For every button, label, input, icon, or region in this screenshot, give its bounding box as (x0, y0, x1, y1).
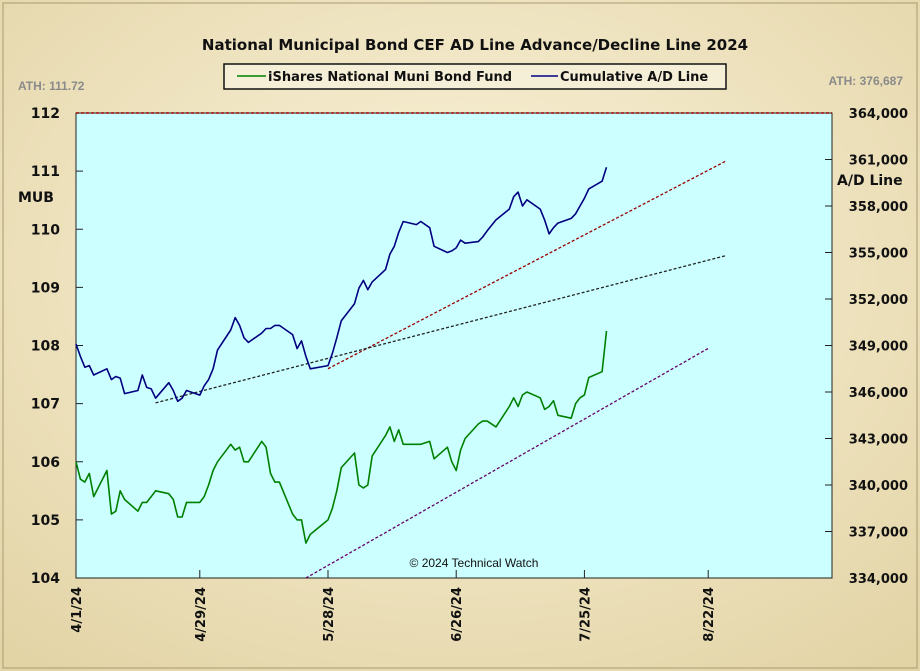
y-left-tick-label: 110 (31, 222, 60, 238)
y-axis-label-left: MUB (18, 190, 54, 206)
trendline-2 (305, 347, 709, 579)
series-line-mub (75, 330, 608, 544)
chart-title: National Municipal Bond CEF AD Line Adva… (202, 36, 748, 54)
x-tick-label: 8/22/24 (702, 587, 717, 642)
series-lines (75, 167, 608, 544)
y-right-tick-label: 355,000 (849, 247, 908, 262)
x-tick-label: 6/26/24 (450, 587, 465, 642)
ath-left-label: ATH: 111.72 (18, 79, 85, 93)
legend-label-mub: iShares National Muni Bond Fund (268, 70, 512, 85)
y-right-tick-label: 334,000 (849, 572, 908, 587)
y-axis-right: 364,000 361,000 358,000 355,000 352,000 349,0… (825, 107, 908, 587)
y-axis-left: 112 111 110 109 108 107 106 105 104 (31, 106, 83, 587)
y-left-tick-label: 105 (31, 513, 60, 529)
y-right-tick-label: 349,000 (849, 340, 908, 355)
y-right-tick-label: 358,000 (849, 200, 908, 215)
y-right-tick-label: 340,000 (849, 479, 908, 494)
legend-label-ad: Cumulative A/D Line (560, 70, 708, 85)
trendline-1 (155, 254, 727, 404)
y-axis-label-right: A/D Line (837, 173, 903, 189)
y-left-tick-label: 107 (31, 397, 60, 413)
y-left-tick-label: 112 (31, 106, 60, 122)
y-left-tick-label: 108 (31, 339, 60, 355)
y-right-tick-label: 337,000 (849, 526, 908, 541)
legend-box (223, 63, 727, 90)
y-right-tick-label: 364,000 (849, 107, 908, 122)
y-right-tick-label: 352,000 (849, 293, 908, 308)
series-line-ad-line (75, 167, 608, 403)
y-right-tick-label: 361,000 (849, 154, 908, 169)
y-right-tick-label: 346,000 (849, 386, 908, 401)
y-right-tick-label: 343,000 (849, 433, 908, 448)
y-left-tick-label: 111 (31, 164, 60, 180)
x-tick-label: 7/25/24 (578, 587, 593, 642)
y-left-tick-label: 106 (31, 455, 60, 471)
y-left-tick-label: 104 (31, 571, 60, 587)
plot-area (75, 112, 833, 579)
trendlines (76, 112, 832, 579)
ath-right-label: ATH: 376,687 (829, 74, 904, 88)
credit-text: © 2024 Technical Watch (410, 556, 539, 570)
x-tick-label: 4/29/24 (194, 587, 209, 642)
legend: iShares National Muni Bond Fund Cumulati… (223, 63, 727, 90)
x-axis: 4/1/24 4/29/24 5/28/24 6/26/24 7/25/24 8/22/2… (70, 570, 717, 642)
x-tick-label: 4/1/24 (70, 587, 85, 633)
x-tick-label: 5/28/24 (322, 587, 337, 642)
y-left-tick-label: 109 (31, 280, 60, 296)
